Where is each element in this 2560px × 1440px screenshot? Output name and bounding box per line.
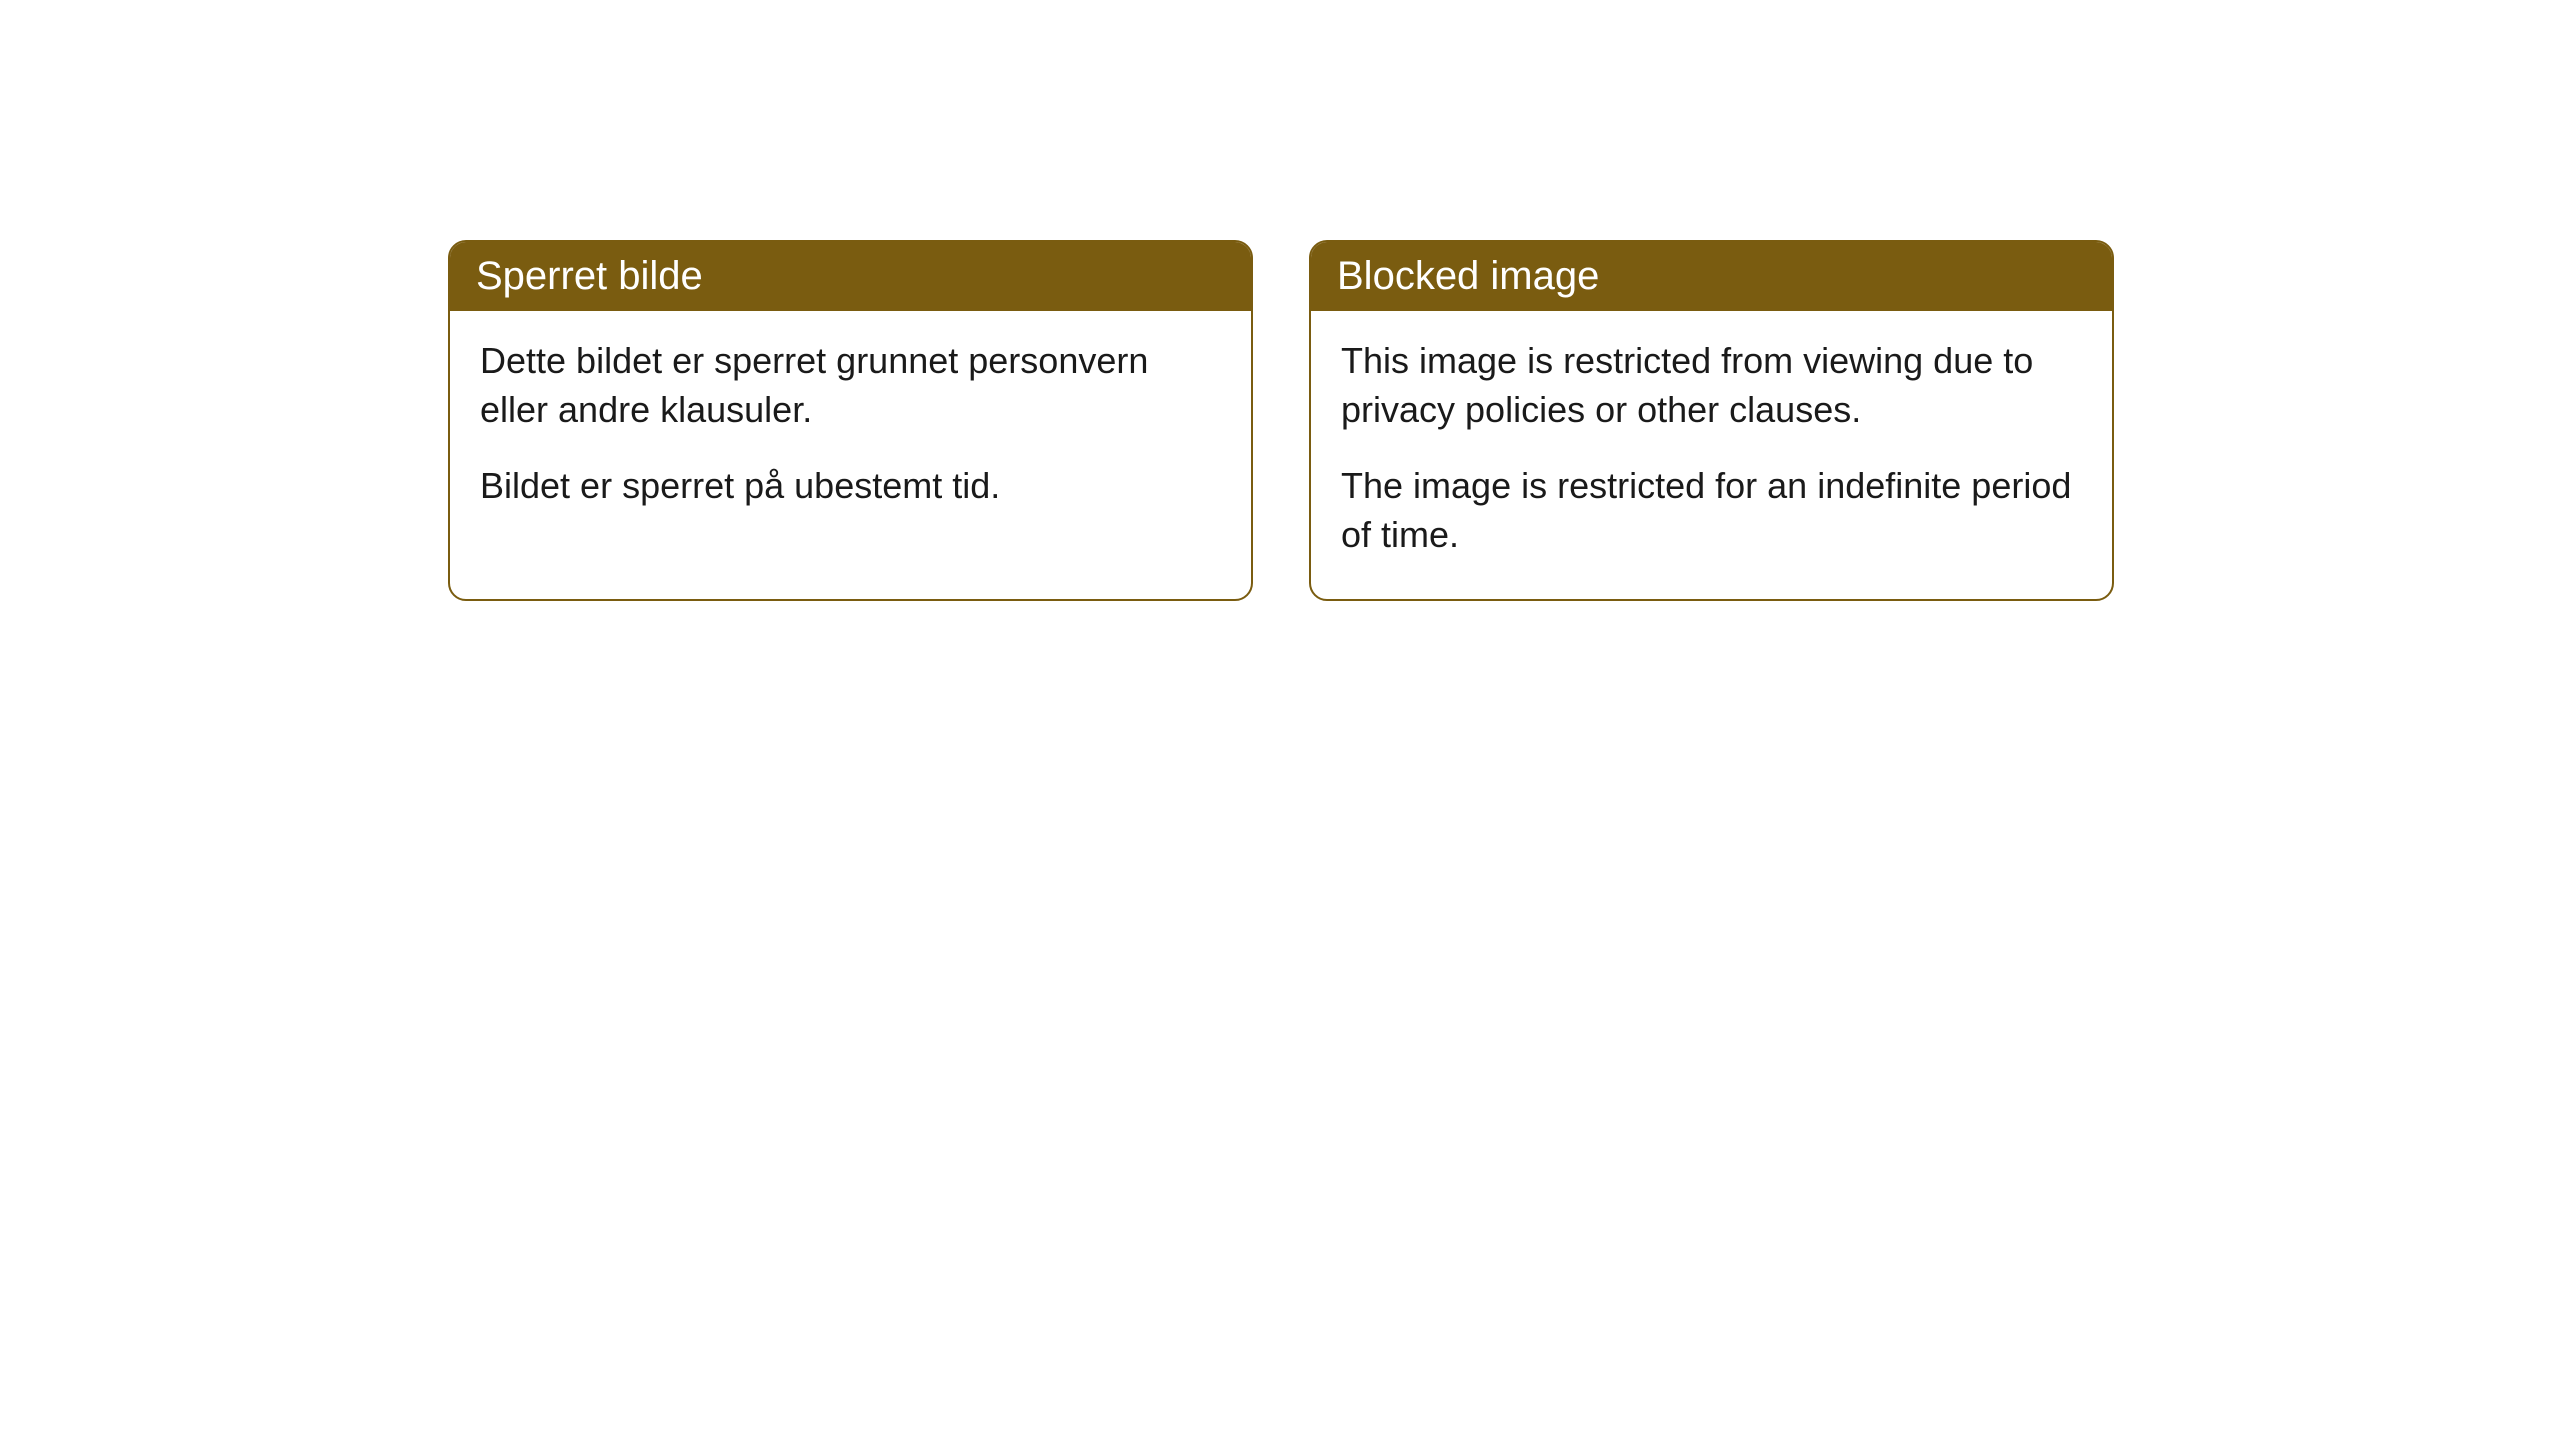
card-title: Blocked image	[1337, 254, 1599, 298]
card-title: Sperret bilde	[476, 254, 703, 298]
blocked-image-card-english: Blocked image This image is restricted f…	[1309, 240, 2114, 601]
card-body-norwegian: Dette bildet er sperret grunnet personve…	[450, 311, 1251, 551]
card-paragraph: The image is restricted for an indefinit…	[1341, 462, 2082, 559]
card-paragraph: Bildet er sperret på ubestemt tid.	[480, 462, 1221, 511]
cards-container: Sperret bilde Dette bildet er sperret gr…	[448, 240, 2114, 601]
card-body-english: This image is restricted from viewing du…	[1311, 311, 2112, 599]
card-header-norwegian: Sperret bilde	[450, 242, 1251, 311]
card-paragraph: Dette bildet er sperret grunnet personve…	[480, 337, 1221, 434]
card-paragraph: This image is restricted from viewing du…	[1341, 337, 2082, 434]
blocked-image-card-norwegian: Sperret bilde Dette bildet er sperret gr…	[448, 240, 1253, 601]
card-header-english: Blocked image	[1311, 242, 2112, 311]
